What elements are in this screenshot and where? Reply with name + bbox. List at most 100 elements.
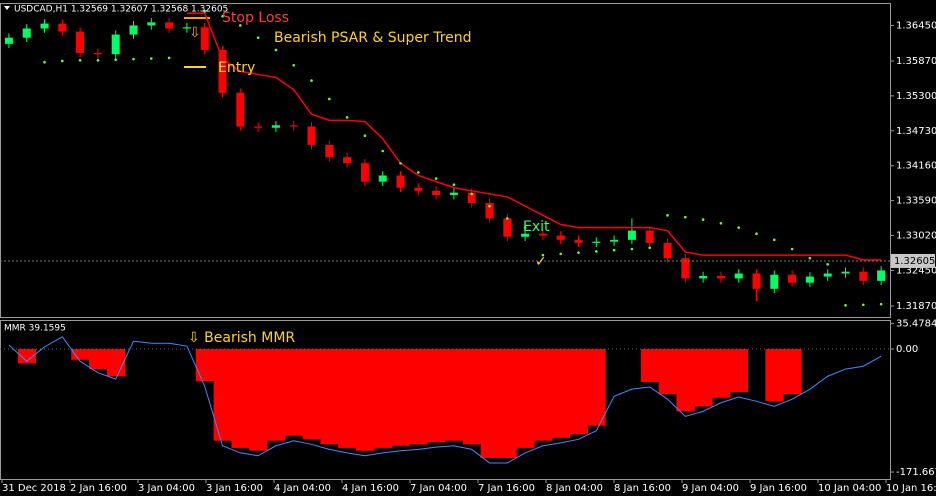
last-price-label: 1.32605 — [894, 256, 935, 267]
psar-dot — [292, 63, 296, 67]
psar-dot — [452, 183, 456, 186]
annotation: ✓ — [535, 254, 547, 270]
histogram-bar — [445, 349, 464, 441]
histogram-bar — [569, 349, 588, 435]
psar-dot — [132, 57, 135, 61]
candle-body — [432, 190, 441, 196]
supertrend-line — [186, 12, 882, 261]
psar-dot — [506, 217, 509, 220]
psar-dot — [363, 134, 367, 137]
x-tick-label: 8 Jan 16:00 — [614, 483, 671, 494]
y-tick-label: 1.31870 — [896, 301, 936, 312]
candle-body — [182, 27, 191, 29]
indicator-pane — [0, 320, 891, 480]
psar-dot — [577, 251, 580, 254]
candle-body — [414, 187, 423, 191]
psar-dot — [523, 226, 527, 229]
annotation: ⇩ Bearish MMR — [188, 330, 295, 346]
psar-dot — [256, 36, 260, 39]
x-tick-label: 2 Jan 16:00 — [70, 483, 127, 494]
x-tick-label: 9 Jan 04:00 — [682, 483, 739, 494]
x-tick-label: 4 Jan 16:00 — [342, 483, 399, 494]
candle-body — [378, 175, 387, 182]
candle-body — [165, 22, 174, 29]
candle-body — [343, 157, 352, 164]
psar-dot — [96, 59, 100, 62]
candle-body — [396, 175, 405, 188]
x-tick-label: 10 Jan 04:00 — [818, 483, 881, 494]
psar-dot — [167, 56, 171, 60]
candle-body — [218, 49, 227, 93]
x-tick-label: 7 Jan 16:00 — [478, 483, 535, 494]
psar-dot — [150, 57, 153, 60]
psar-dot — [310, 79, 313, 82]
last-price-box — [891, 253, 935, 268]
histogram-bar — [765, 349, 784, 402]
histogram-bar — [284, 349, 304, 436]
psar-dot — [417, 171, 420, 174]
y-tick-label: 1.34160 — [896, 161, 936, 172]
histogram-bar — [551, 349, 571, 438]
x-tick-label: 4 Jan 04:00 — [274, 483, 331, 494]
histogram-bar — [195, 349, 215, 382]
psar-dot — [399, 161, 402, 165]
candle-body — [111, 34, 120, 55]
candle-body — [663, 242, 672, 259]
y-tick-label: 1.33020 — [896, 231, 936, 242]
y-tick-label: 1.35870 — [896, 56, 936, 67]
psar-dot — [595, 250, 598, 253]
psar-dot — [328, 97, 331, 101]
x-tick-label: 7 Jan 04:00 — [410, 483, 467, 494]
candle-body — [788, 274, 797, 283]
histogram-bar — [391, 349, 410, 446]
histogram-bar — [409, 349, 428, 445]
x-tick-label: 10 Jan 16:00 — [886, 483, 936, 494]
mmr-line — [8, 336, 882, 464]
psar-dot — [470, 192, 474, 196]
annotation: Entry — [218, 60, 255, 76]
histogram-bar — [106, 349, 126, 377]
annotation: Stop Loss — [222, 10, 289, 26]
psar-dot — [701, 218, 705, 221]
indicator-title: MMR 39.1595 — [4, 324, 66, 334]
candle-body — [823, 273, 832, 277]
candle-body — [627, 230, 636, 240]
histogram-bar — [480, 349, 499, 458]
histogram-bar — [640, 349, 660, 382]
x-tick-label: 31 Dec 2018 — [2, 483, 66, 494]
candle-body — [521, 233, 530, 237]
candle-body — [325, 144, 334, 158]
histogram-bar — [587, 349, 606, 426]
annotation: Bearish PSAR & Super Trend — [274, 30, 472, 46]
histogram-bar — [534, 349, 553, 441]
psar-dot — [773, 238, 776, 242]
candle-body — [22, 28, 31, 38]
psar-dot — [808, 256, 812, 260]
y-tick-label: 0.00 — [896, 344, 918, 355]
candle-body — [289, 125, 298, 127]
y-tick-label: 1.32450 — [896, 265, 936, 276]
candle-body — [734, 273, 743, 279]
psar-dot — [221, 14, 224, 18]
annotation: ⇩ — [189, 25, 201, 41]
candle-body — [147, 22, 156, 26]
histogram-bar — [783, 349, 802, 395]
candle-body — [467, 192, 476, 204]
psar-dot — [684, 215, 687, 219]
candle-body — [129, 25, 138, 35]
psar-dot — [61, 59, 64, 63]
candle-body — [645, 230, 654, 243]
psar-dot — [488, 204, 491, 208]
psar-dot — [737, 226, 740, 229]
psar-dot — [274, 48, 278, 52]
x-tick-label: 3 Jan 04:00 — [138, 483, 195, 494]
x-tick-label: 9 Jan 16:00 — [750, 483, 807, 494]
psar-dot — [239, 24, 242, 27]
psar-dot — [719, 221, 723, 225]
candle-body — [556, 235, 565, 240]
histogram-bar — [462, 349, 482, 445]
psar-dot — [559, 252, 562, 256]
psar-dot — [826, 263, 829, 266]
histogram-bar — [249, 349, 268, 451]
